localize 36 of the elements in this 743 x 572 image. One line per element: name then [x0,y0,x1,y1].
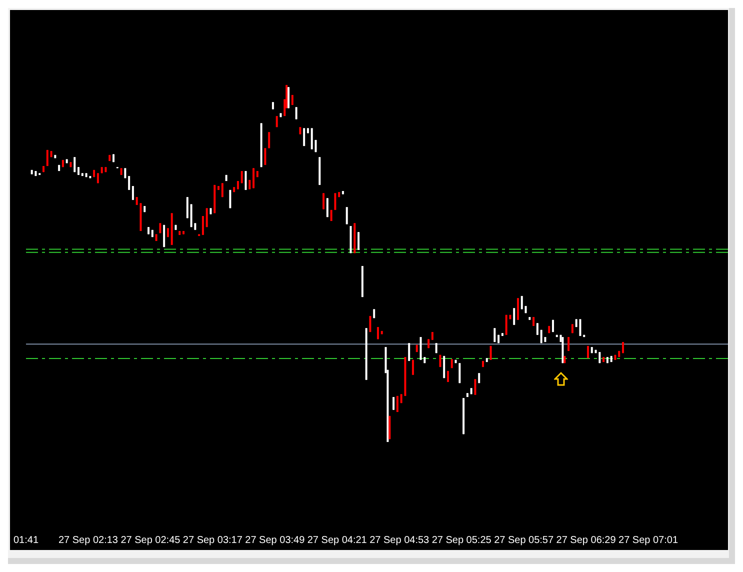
candlestick [358,232,360,250]
x-tick-label: 27 Sep 02:45 [120,535,181,546]
candlestick [516,298,519,320]
x-tick-label: 01:41 [13,535,39,546]
candlestick [505,314,508,336]
candlestick [132,186,134,200]
x-tick-label: 27 Sep 06:29 [556,535,616,546]
candlestick [190,204,192,228]
x-tick-label: 27 Sep 03:49 [245,535,306,546]
candlestick [206,208,208,228]
candlestick [322,192,325,210]
candlestick [513,308,516,326]
x-tick-label: 27 Sep 02:13 [58,535,118,546]
candlestick [474,378,476,396]
candlestick [186,196,188,219]
x-tick-label: 27 Sep 05:25 [432,535,492,546]
candlestick [536,322,538,336]
candlestick [490,345,492,360]
candlestick [346,206,348,225]
x-tick-label: 27 Sep 05:57 [494,535,554,546]
candlestick [326,198,328,218]
x-tick-label: 27 Sep 04:53 [370,535,430,546]
candlestick [420,336,422,360]
x-tick-label: 27 Sep 03:17 [182,535,243,546]
candlestick [376,326,379,340]
x-tick-label: 27 Sep 07:01 [618,535,678,546]
candlestick [458,362,461,384]
candlestick [303,128,306,147]
x-tick-label: 27 Sep 04:21 [307,535,368,546]
candlestick [310,128,313,150]
candlestick [334,192,336,210]
candlestick [494,328,496,343]
candlestick [295,106,298,120]
candlestick [202,216,204,236]
candlestick [128,176,130,190]
candlestick [288,86,290,109]
